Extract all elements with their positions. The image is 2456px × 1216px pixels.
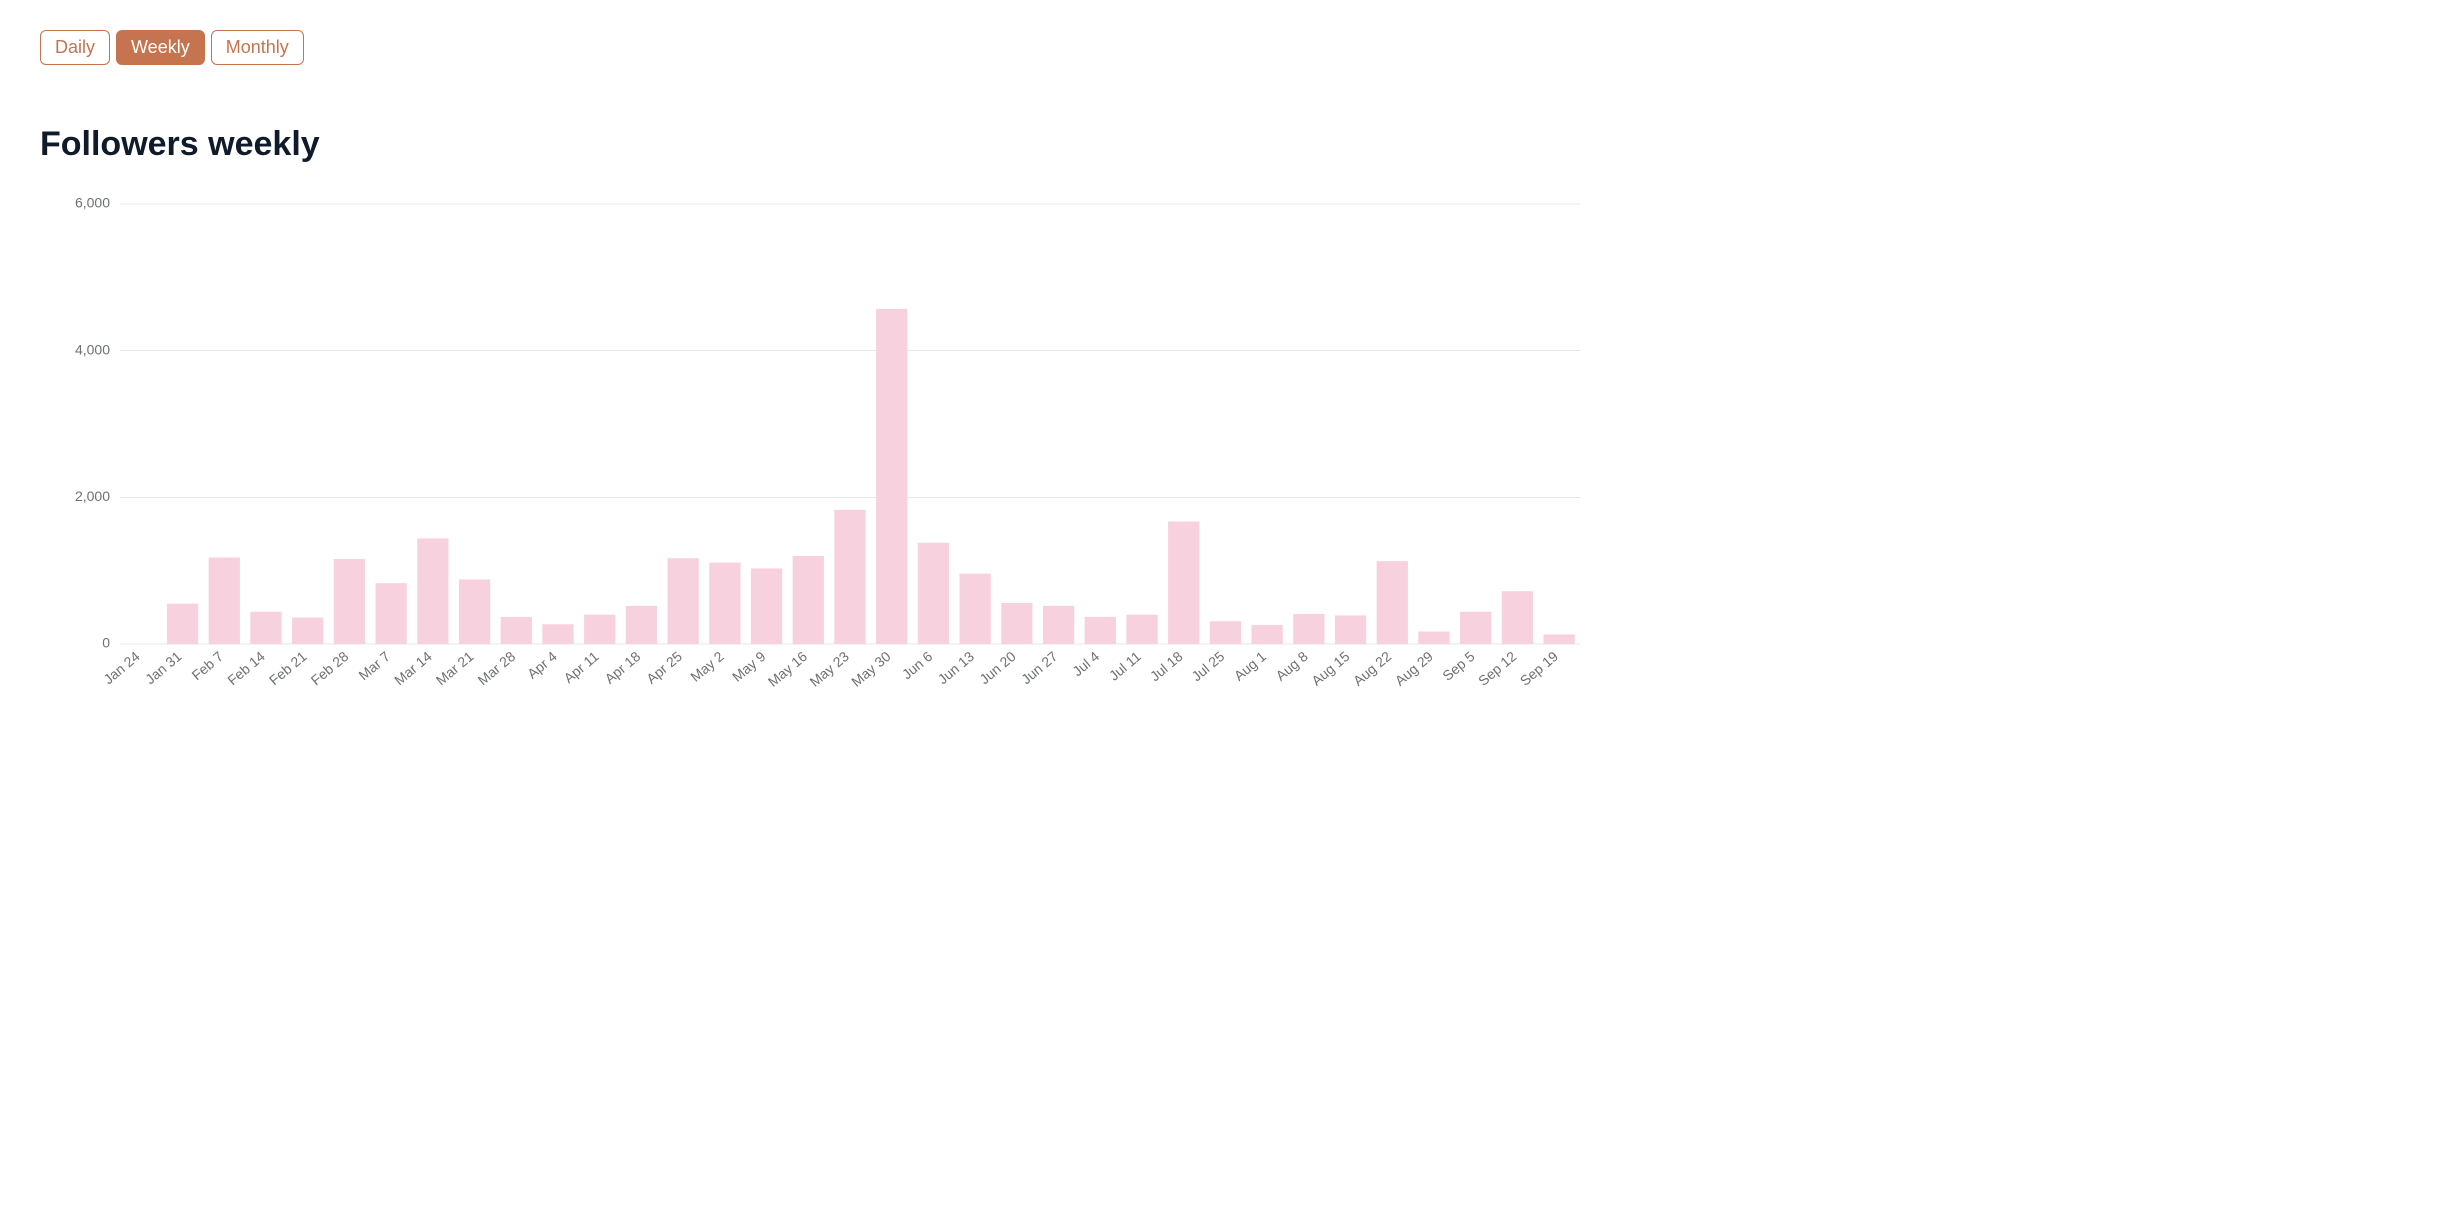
x-tick-label: Apr 11: [561, 648, 602, 686]
x-tick-label: Feb 21: [266, 648, 310, 688]
bar: [751, 568, 782, 644]
bar: [834, 510, 865, 644]
bar: [709, 563, 740, 644]
bar: [1460, 612, 1491, 644]
bar: [584, 615, 615, 644]
bar: [501, 617, 532, 644]
x-tick-label: Jul 4: [1069, 648, 1102, 679]
tab-weekly[interactable]: Weekly: [116, 30, 205, 65]
x-tick-label: Mar 7: [355, 648, 393, 683]
x-tick-label: Sep 12: [1475, 648, 1519, 689]
x-tick-label: Feb 14: [224, 648, 268, 688]
bar: [1418, 632, 1449, 644]
bar: [918, 543, 949, 644]
x-tick-label: Jul 25: [1188, 648, 1227, 684]
x-tick-label: Mar 28: [475, 648, 519, 688]
bar: [1085, 617, 1116, 644]
x-tick-label: May 23: [806, 648, 852, 690]
x-tick-label: Aug 15: [1308, 648, 1352, 689]
x-tick-label: Aug 8: [1272, 648, 1310, 684]
bar: [960, 574, 991, 644]
bar: [1043, 606, 1074, 644]
chart-title: Followers weekly: [40, 125, 2416, 164]
x-tick-label: Apr 18: [601, 648, 643, 687]
x-tick-label: Mar 14: [391, 648, 435, 688]
y-tick-label: 4,000: [75, 341, 110, 357]
bar: [1335, 615, 1366, 644]
x-tick-label: Feb 28: [308, 648, 352, 688]
tab-daily[interactable]: Daily: [40, 30, 110, 65]
tab-monthly[interactable]: Monthly: [211, 30, 304, 65]
bar: [668, 558, 699, 644]
bar: [1377, 561, 1408, 644]
bar: [1502, 591, 1533, 644]
bar: [626, 606, 657, 644]
bar: [1252, 625, 1283, 644]
x-tick-label: Jun 20: [976, 648, 1019, 687]
x-tick-label: Apr 4: [524, 648, 560, 682]
bar: [376, 583, 407, 644]
x-tick-label: Jul 11: [1106, 648, 1144, 684]
bar: [1293, 614, 1324, 644]
y-tick-label: 0: [102, 635, 110, 651]
x-tick-label: Jan 24: [100, 648, 143, 687]
x-tick-label: Apr 25: [643, 648, 685, 687]
x-tick-label: Jun 27: [1018, 648, 1061, 687]
bar: [1168, 522, 1199, 644]
x-tick-label: Jun 13: [935, 648, 978, 687]
x-tick-label: Jan 31: [142, 648, 185, 687]
x-tick-label: Aug 29: [1392, 648, 1436, 689]
bar: [250, 612, 281, 644]
x-tick-label: May 16: [765, 648, 811, 690]
y-tick-label: 6,000: [75, 195, 110, 211]
bar: [292, 618, 323, 644]
bar: [542, 624, 573, 644]
bar: [1544, 634, 1575, 644]
x-tick-label: May 9: [729, 648, 769, 685]
period-tabs: Daily Weekly Monthly: [40, 30, 304, 65]
bar: [1001, 603, 1032, 644]
x-tick-label: Mar 21: [433, 648, 477, 688]
x-tick-label: Sep 5: [1439, 648, 1477, 684]
x-tick-label: Aug 22: [1350, 648, 1394, 689]
y-tick-label: 2,000: [75, 488, 110, 504]
bar: [334, 559, 365, 644]
x-tick-label: May 30: [848, 648, 894, 690]
x-tick-label: Feb 7: [188, 648, 226, 683]
chart-svg: 02,0004,0006,000Jan 24Jan 31Feb 7Feb 14F…: [40, 194, 1600, 714]
x-tick-label: Sep 19: [1517, 648, 1561, 689]
bar: [1210, 621, 1241, 644]
x-tick-label: May 2: [687, 648, 727, 685]
followers-bar-chart: 02,0004,0006,000Jan 24Jan 31Feb 7Feb 14F…: [40, 194, 2416, 714]
bar: [876, 309, 907, 644]
bar: [167, 604, 198, 644]
bar: [1126, 615, 1157, 644]
x-tick-label: Jun 6: [899, 648, 936, 682]
bar: [209, 557, 240, 644]
page-root: Daily Weekly Monthly Followers weekly 0 2…: [0, 0, 2456, 744]
bar: [459, 579, 490, 644]
x-tick-label: Aug 1: [1231, 648, 1269, 684]
bar: [793, 556, 824, 644]
x-tick-label: Jul 18: [1147, 648, 1186, 684]
bar: [417, 538, 448, 644]
